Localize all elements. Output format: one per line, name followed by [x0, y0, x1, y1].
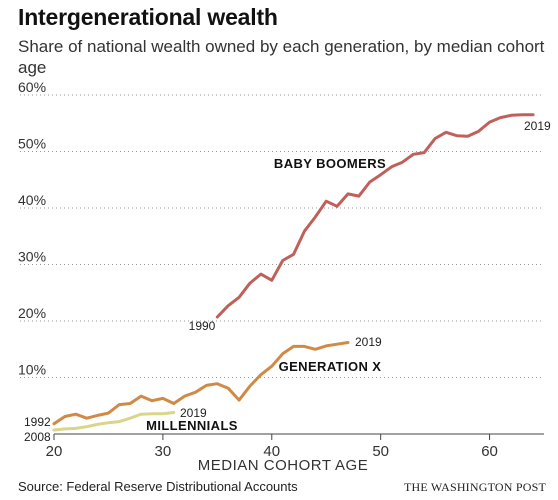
publisher-credit: THE WASHINGTON POST: [403, 480, 546, 494]
gridlines: [20, 94, 544, 378]
y-tick-label: 30%: [18, 249, 46, 265]
series-lines: [52, 113, 535, 432]
x-tick-label: 40: [263, 443, 280, 460]
source-note: Source: Federal Reserve Distributional A…: [18, 479, 298, 494]
x-tick-label: 50: [372, 443, 389, 460]
chart-subtitle: Share of national wealth owned by each g…: [18, 37, 545, 77]
y-tick-label: 20%: [18, 305, 46, 321]
y-tick-label: 40%: [18, 192, 46, 208]
y-tick-label: 60%: [18, 79, 46, 95]
baby-boomers-label: BABY BOOMERS: [274, 156, 386, 171]
baby-boomers-line: [215, 113, 535, 319]
x-tick-label: 60: [481, 443, 498, 460]
y-tick-label: 10%: [18, 362, 46, 378]
millennials-end-year: 2019: [180, 406, 207, 420]
generation-x-label: GENERATION X: [279, 359, 382, 374]
axes: 10% 20% 30% 40% 50% 60% 20 30 40 50 60: [18, 79, 544, 460]
millennials-line: [52, 411, 176, 432]
series-labels: BABY BOOMERS 1990 2019 GENERATION X 1992 2019…: [24, 119, 551, 444]
generation-x-start-year: 1992: [24, 415, 51, 429]
x-tick-label: 20: [46, 443, 63, 460]
baby-boomers-end-year: 2019: [524, 119, 551, 133]
baby-boomers-start-year: 1990: [189, 319, 216, 333]
generation-x-line: [52, 341, 350, 426]
x-axis-label: MEDIAN COHORT AGE: [198, 457, 368, 474]
millennials-label: MILLENNIALS: [146, 418, 238, 433]
chart-title: Intergenerational wealth: [18, 4, 278, 30]
x-tick-label: 30: [155, 443, 172, 460]
generation-x-end-year: 2019: [355, 335, 382, 349]
millennials-start-year: 2008: [24, 430, 51, 444]
y-tick-label: 50%: [18, 136, 46, 152]
